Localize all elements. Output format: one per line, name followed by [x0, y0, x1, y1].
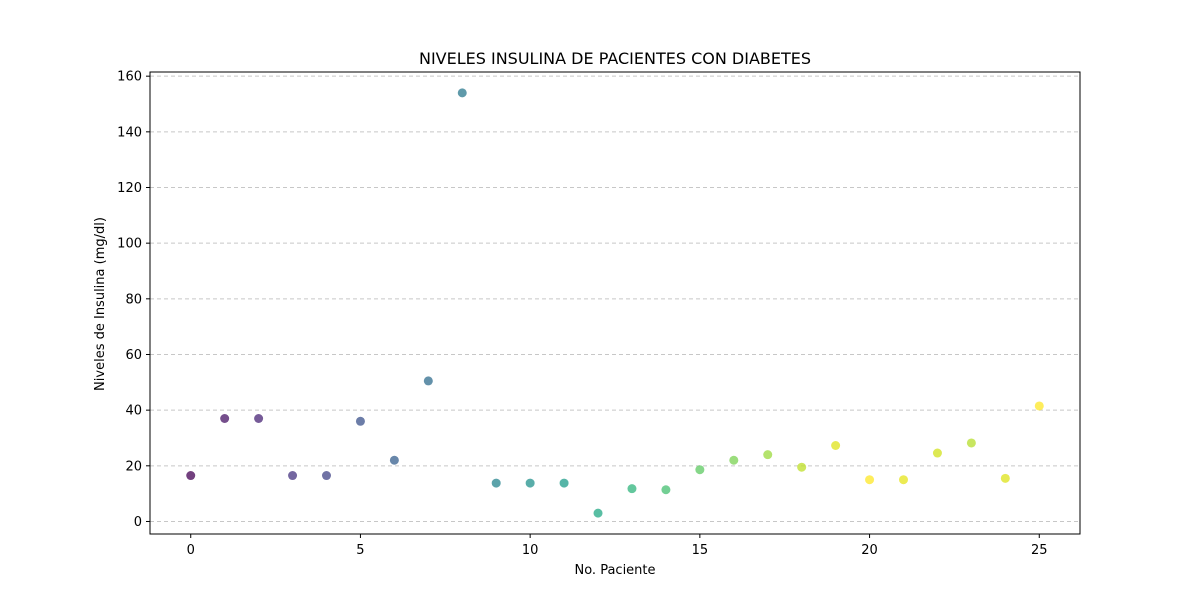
- y-gridlines: [150, 75, 1080, 522]
- data-point: [899, 475, 909, 485]
- data-point: [593, 508, 603, 518]
- y-tick-label: 0: [134, 515, 142, 530]
- data-point: [186, 471, 196, 481]
- y-tick-label: 60: [125, 348, 142, 363]
- data-point: [321, 471, 331, 481]
- data-point: [763, 450, 773, 460]
- data-point: [932, 448, 942, 458]
- data-point: [695, 465, 705, 475]
- x-tick-label: 20: [861, 543, 878, 558]
- y-axis-ticks: 0 20 40 60 80 100 120 140 160: [117, 70, 150, 530]
- data-points: [186, 88, 1044, 518]
- data-point: [1000, 473, 1010, 483]
- data-point: [220, 414, 230, 423]
- data-point: [831, 440, 841, 450]
- x-axis-label: No. Paciente: [574, 563, 655, 578]
- data-point: [966, 438, 976, 448]
- y-tick-label: 160: [117, 70, 142, 85]
- x-axis-ticks: 0 5 10 15 20 25: [187, 534, 1048, 558]
- data-point: [797, 462, 807, 472]
- y-tick-label: 140: [117, 125, 142, 140]
- x-tick-label: 0: [187, 543, 195, 558]
- data-point: [661, 485, 671, 495]
- y-tick-label: 20: [125, 459, 142, 474]
- y-axis-label: Niveles de Insulina (mg/dl): [93, 217, 108, 391]
- data-point: [389, 455, 399, 465]
- data-point: [254, 414, 264, 423]
- data-point: [865, 475, 875, 485]
- y-tick-label: 40: [125, 404, 142, 419]
- plot-area-frame: [149, 71, 1081, 535]
- x-tick-label: 15: [692, 543, 709, 558]
- data-point: [525, 478, 535, 488]
- y-tick-label: 80: [125, 292, 142, 307]
- y-tick-label: 120: [117, 181, 142, 196]
- x-tick-label: 5: [356, 543, 364, 558]
- x-tick-label: 25: [1031, 543, 1048, 558]
- data-point: [288, 471, 298, 481]
- data-point: [355, 416, 365, 426]
- data-point: [457, 88, 467, 98]
- data-point: [729, 455, 739, 465]
- data-point: [559, 478, 569, 488]
- y-tick-label: 100: [117, 237, 142, 252]
- data-point: [627, 484, 637, 494]
- data-point: [423, 376, 433, 386]
- x-tick-label: 10: [522, 543, 539, 558]
- data-point: [1034, 401, 1044, 411]
- chart-title: NIVELES INSULINA DE PACIENTES CON DIABET…: [419, 49, 811, 68]
- data-point: [491, 478, 501, 488]
